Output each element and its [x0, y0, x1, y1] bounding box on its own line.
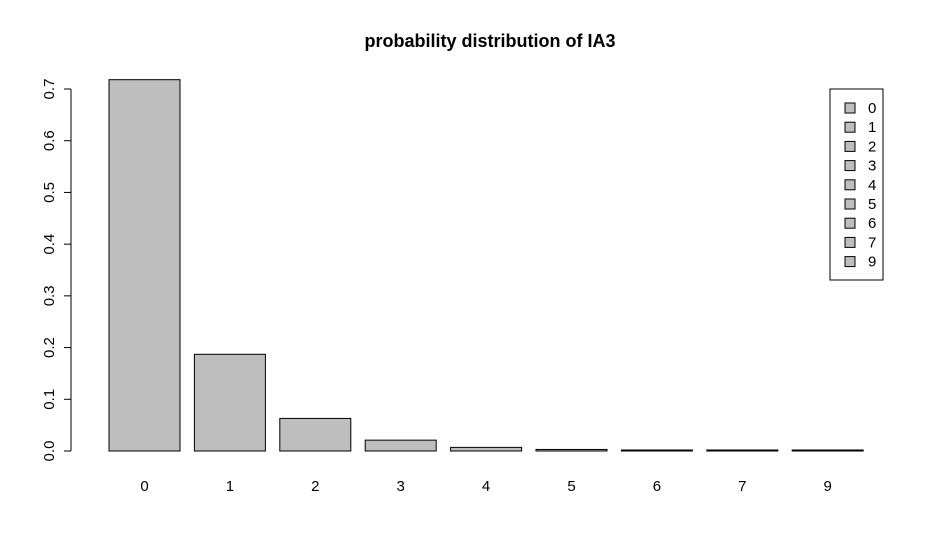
- bar-3: [364, 439, 437, 452]
- legend-swatch: [844, 102, 856, 114]
- y-tick-label: 0.2: [41, 337, 58, 358]
- bar-1: [193, 353, 266, 452]
- bar-0: [108, 79, 181, 452]
- y-tick-label: 0.4: [41, 234, 58, 255]
- y-tick-label: 0.3: [41, 285, 58, 306]
- legend-label: 1: [868, 119, 876, 136]
- legend-swatch: [844, 256, 856, 268]
- legend-swatch: [844, 179, 856, 191]
- legend-label: 4: [868, 177, 876, 194]
- legend-label: 5: [868, 196, 876, 213]
- legend-swatch: [844, 140, 856, 152]
- legend-swatch: [844, 236, 856, 248]
- x-tick-label: 2: [311, 478, 319, 495]
- legend-box: [829, 88, 884, 281]
- bar-6: [620, 449, 693, 452]
- legend-swatch: [844, 198, 856, 210]
- bar-4: [450, 446, 523, 452]
- x-tick-label: 4: [482, 478, 490, 495]
- legend-label: 7: [868, 234, 876, 251]
- legend-label: 3: [868, 158, 876, 175]
- x-tick-label: 9: [824, 478, 832, 495]
- x-tick-label: 3: [397, 478, 405, 495]
- bar-2: [279, 417, 352, 452]
- x-axis-labels: 0 1 2 3 4 5 6 7 9: [140, 478, 832, 495]
- chart-title: probability distribution of IA3: [365, 31, 616, 51]
- bars: [108, 79, 864, 452]
- y-tick-label: 0.1: [41, 389, 58, 410]
- x-tick-label: 6: [653, 478, 661, 495]
- bar-9: [791, 449, 864, 452]
- legend-swatch: [844, 217, 856, 229]
- legend-swatch: [844, 160, 856, 172]
- bar-7: [706, 449, 779, 452]
- y-axis: 0.0 0.1 0.2 0.3 0.4 0.5 0.6 0.7: [41, 79, 72, 462]
- bar-5: [535, 448, 608, 452]
- y-tick-label: 0.7: [41, 79, 58, 100]
- x-tick-label: 7: [738, 478, 746, 495]
- y-tick-label: 0.0: [41, 441, 58, 462]
- legend: 0 1 2 3 4 5 6 7 9: [829, 88, 884, 281]
- x-tick-label: 0: [140, 478, 148, 495]
- legend-label: 9: [868, 254, 876, 271]
- legend-label: 6: [868, 215, 876, 232]
- x-tick-label: 1: [226, 478, 234, 495]
- legend-label: 0: [868, 100, 876, 117]
- y-tick-label: 0.6: [41, 130, 58, 151]
- legend-label: 2: [868, 138, 876, 155]
- y-tick-label: 0.5: [41, 182, 58, 203]
- legend-swatch: [844, 121, 856, 133]
- x-tick-label: 5: [567, 478, 575, 495]
